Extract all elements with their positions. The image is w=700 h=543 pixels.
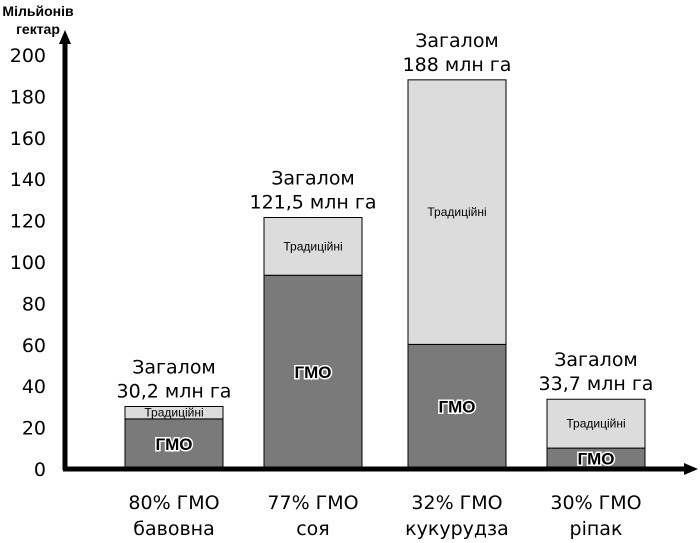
category-crop-label: соя [296,518,330,540]
total-label-line-1: Загалом [271,167,355,189]
y-tick-label: 200 [10,45,46,67]
y-tick-label: 0 [34,459,46,481]
x-axis-arrow [684,463,698,475]
gmo-segment-label: ГМО [438,398,475,417]
traditional-segment-label: Традиційні [283,239,342,253]
y-axis-arrow [59,30,71,44]
total-label-line-2: 188 млн га [403,54,512,76]
y-tick-label: 160 [10,128,46,150]
total-label-line-2: 33,7 млн га [539,373,654,395]
bar-traditional-segment [546,398,646,449]
y-tick-label: 20 [22,418,46,440]
category-percent-label: 80% ГМО [128,492,219,514]
traditional-segment-label: Традиційні [144,406,203,420]
axes [59,30,698,475]
total-label-line-1: Загалом [415,30,499,52]
bar-gmo-segment [407,343,507,470]
category-crop-label: бавовна [133,518,214,540]
y-tick-label: 120 [10,211,46,233]
y-tick-label: 80 [22,293,46,315]
category-labels: 80% ГМО бавовна 77% ГМО соя 32% ГМО кукурудза… [128,492,641,540]
total-label-line-2: 121,5 млн га [250,191,377,213]
total-label-line-2: 30,2 млн га [117,380,232,402]
y-axis-label: Мільйонів гектар [2,3,74,37]
category-percent-label: 30% ГМО [550,492,641,514]
category-percent-label: 77% ГМО [267,492,358,514]
category-crop-label: кукурудза [405,518,509,540]
gmo-segment-label: ГМО [294,363,331,382]
gmo-segment-label: ГМО [155,435,192,454]
category-crop-label: ріпак [570,518,623,540]
y-axis-label-line-2: гектар [16,21,60,37]
y-axis-label-line-1: Мільйонів [2,3,74,19]
bar-traditional-segment [407,79,507,345]
gmo-segment-label: ГМО [577,450,614,469]
y-tick-label: 60 [22,335,46,357]
bar-traditional-segment [263,216,363,276]
traditional-segment-label: Традиційні [566,417,625,431]
traditional-segment-label: Традиційні [427,205,486,219]
total-label-line-1: Загалом [554,349,638,371]
category-percent-label: 32% ГМО [411,492,502,514]
y-tick-label: 180 [10,86,46,108]
total-label-line-1: Загалом [132,356,216,378]
y-tick-label: 100 [10,252,46,274]
y-axis-ticks: 0 20 40 60 80 100 120 140 160 180 200 [10,45,46,481]
y-tick-label: 40 [22,376,46,398]
bar-gmo-segment [124,418,224,470]
bar-traditional-segment [124,405,224,420]
y-tick-label: 140 [10,169,46,191]
